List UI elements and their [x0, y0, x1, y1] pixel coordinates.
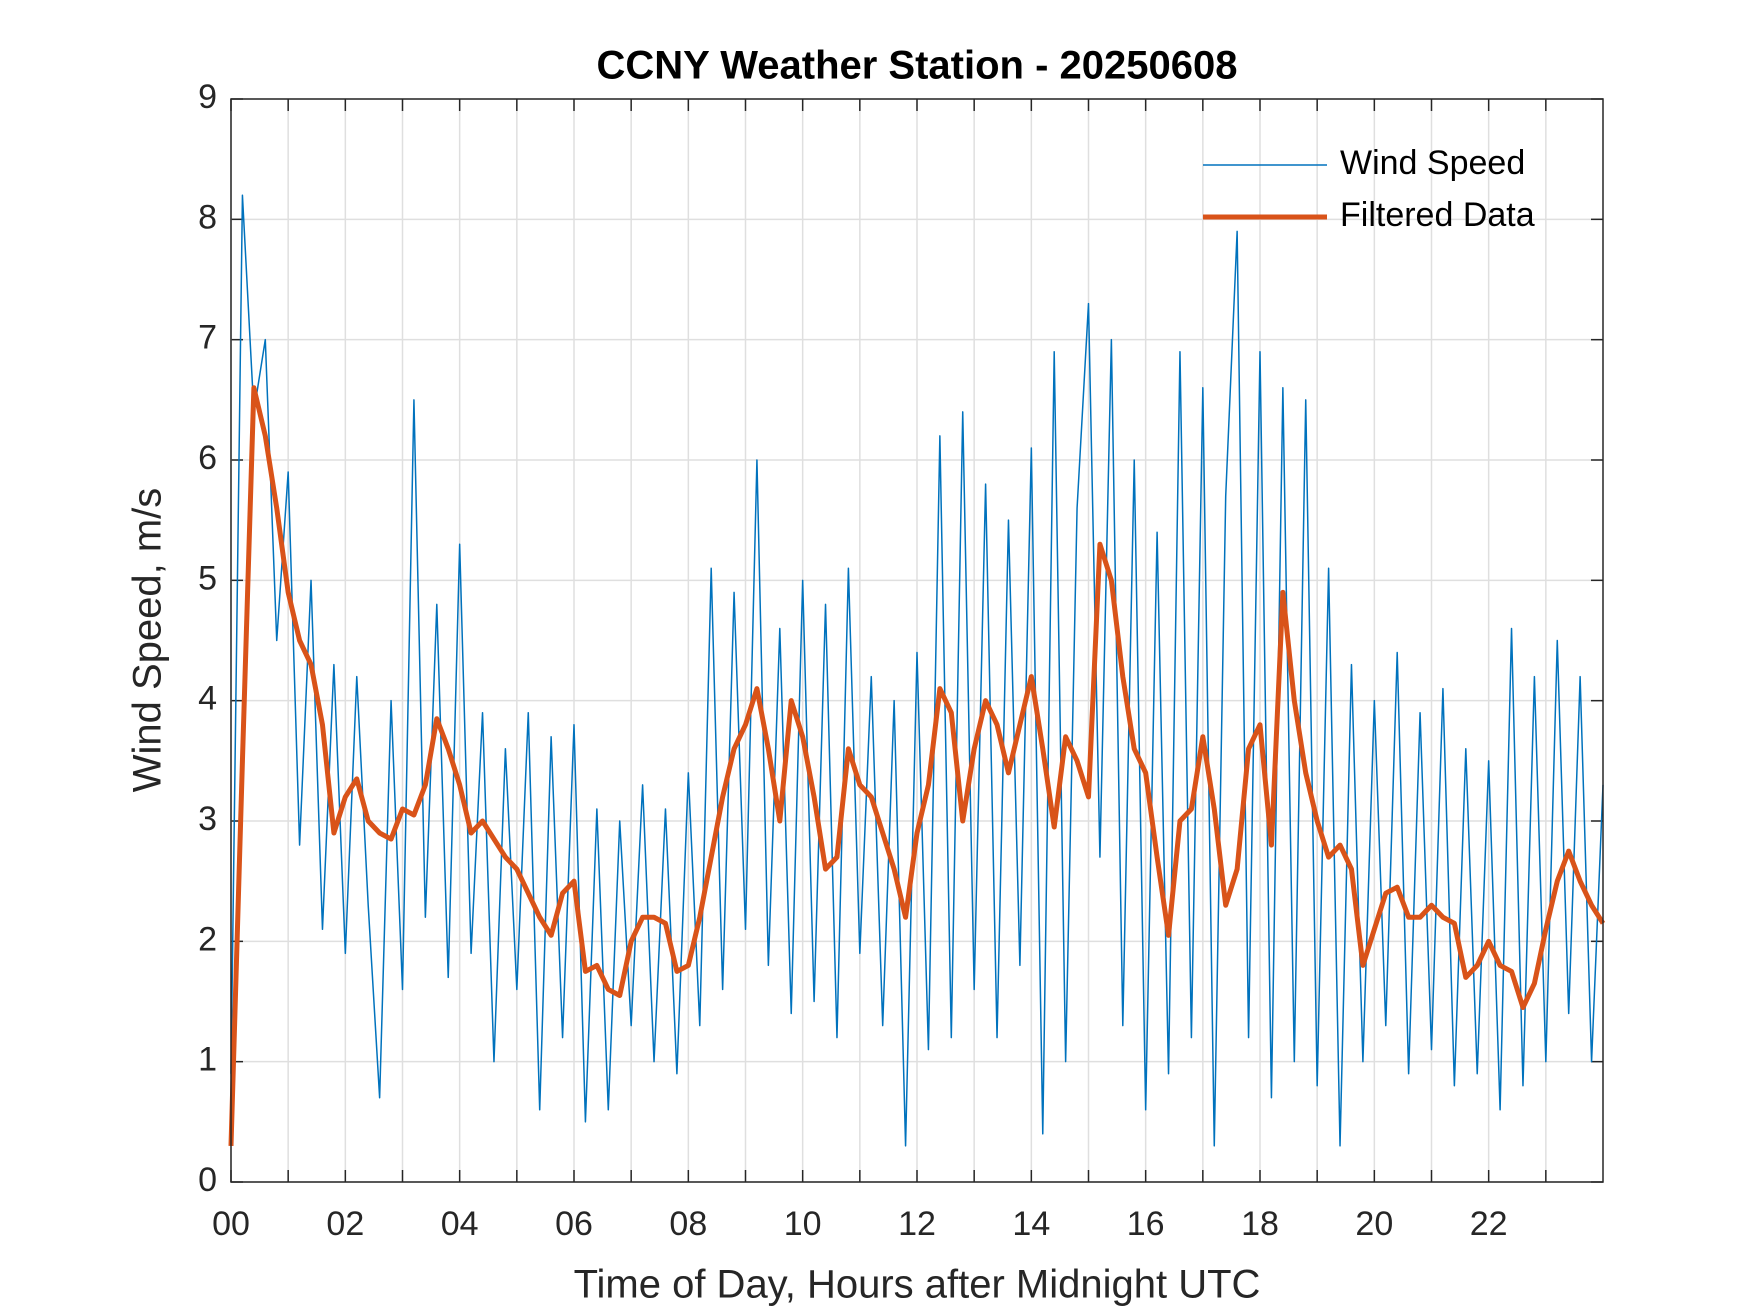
chart-title: CCNY Weather Station - 20250608 — [597, 44, 1238, 88]
x-tick-label: 04 — [441, 1205, 479, 1243]
x-tick-label: 08 — [669, 1205, 707, 1243]
y-tick-label: 0 — [198, 1161, 217, 1199]
x-tick-label: 16 — [1127, 1205, 1165, 1243]
y-tick-label: 3 — [198, 800, 217, 838]
y-tick-label: 7 — [198, 319, 217, 357]
x-tick-label: 18 — [1241, 1205, 1279, 1243]
x-tick-label: 00 — [212, 1205, 250, 1243]
plot-frame — [230, 98, 1604, 1183]
x-tick-label: 02 — [326, 1205, 364, 1243]
x-tick-label: 22 — [1470, 1205, 1508, 1243]
y-tick-label: 2 — [198, 920, 217, 958]
series-line — [230, 194, 1604, 1147]
y-tick-label: 9 — [198, 78, 217, 116]
y-tick-label: 8 — [198, 198, 217, 236]
x-tick-label: 06 — [555, 1205, 593, 1243]
y-tick-label: 6 — [198, 439, 217, 477]
legend-label: Wind Speed — [1340, 144, 1525, 182]
y-tick-label: 1 — [198, 1041, 217, 1079]
legend-label: Filtered Data — [1340, 196, 1535, 234]
x-tick-label: 12 — [898, 1205, 936, 1243]
y-tick-label: 4 — [198, 680, 217, 718]
x-axis-label: Time of Day, Hours after Midnight UTC — [574, 1263, 1261, 1307]
x-tick-label: 14 — [1012, 1205, 1050, 1243]
y-axis-label: Wind Speed, m/s — [126, 488, 170, 793]
x-tick-label: 10 — [784, 1205, 822, 1243]
x-tick-label: 20 — [1355, 1205, 1393, 1243]
y-tick-label: 5 — [198, 559, 217, 597]
series-line — [228, 385, 1606, 1146]
